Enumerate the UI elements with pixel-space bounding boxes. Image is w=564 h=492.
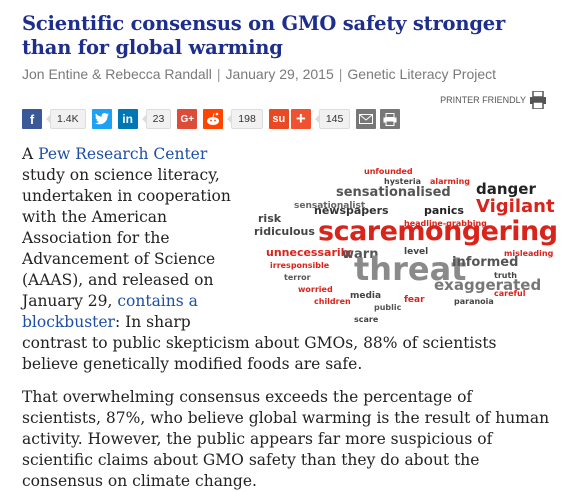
cloud-word: careful bbox=[494, 289, 526, 298]
cloud-word: media bbox=[350, 291, 381, 301]
printer-icon bbox=[530, 91, 546, 109]
text-run: study on science literacy, undertaken in… bbox=[22, 166, 231, 310]
pew-research-link[interactable]: Pew Research Center bbox=[38, 145, 208, 163]
word-cloud-image: sensationalised danger Vigilant newspape… bbox=[254, 167, 558, 324]
paragraph-1-continued: contrast to public skepticism about GMOs… bbox=[22, 334, 497, 373]
article-title: Scientific consensus on GMO safety stron… bbox=[22, 12, 506, 59]
facebook-icon[interactable]: f bbox=[22, 109, 42, 129]
cloud-word: Vigilant bbox=[476, 196, 555, 217]
byline-separator: | bbox=[338, 66, 343, 82]
cloud-word: newspapers bbox=[314, 204, 389, 217]
byline-site[interactable]: Genetic Literacy Project bbox=[347, 66, 497, 82]
cloud-word: panics bbox=[424, 204, 464, 217]
plus-count: 145 bbox=[314, 109, 351, 129]
cloud-word: headline-grabbing bbox=[404, 219, 487, 228]
cloud-word: hysteria bbox=[384, 177, 421, 186]
cloud-word: sensationalist bbox=[294, 201, 366, 211]
paragraph-2: That overwhelming consensus exceeds the … bbox=[22, 388, 550, 490]
cloud-word: worried bbox=[298, 285, 333, 294]
cloud-word: danger bbox=[476, 180, 536, 198]
print-glyph-icon bbox=[383, 112, 397, 126]
byline: Jon Entine & Rebecca Randall | January 29,… bbox=[22, 66, 554, 82]
linkedin-count: 23 bbox=[141, 109, 172, 129]
cloud-word: fear bbox=[404, 295, 425, 305]
contains-blockbuster-link[interactable]: contains a blockbuster bbox=[22, 292, 198, 331]
cloud-word: sensationalised bbox=[336, 185, 451, 200]
cloud-word: risk bbox=[258, 212, 282, 225]
paragraph-1: A Pew Research Center study on science l… bbox=[22, 144, 232, 333]
text-run: : In sharp bbox=[114, 313, 191, 331]
share-bar: f 1.4K in 23 G+ 198 su + 145 bbox=[22, 108, 554, 130]
cloud-word: warn bbox=[342, 247, 378, 262]
stumbleupon-icon[interactable]: su bbox=[268, 109, 289, 129]
paragraph-1-wrapped: A Pew Research Center study on science l… bbox=[22, 144, 232, 333]
cloud-word: terror bbox=[284, 273, 311, 282]
cloud-word: paranoia bbox=[454, 297, 494, 306]
byline-authors[interactable]: Jon Entine & Rebecca Randall bbox=[22, 66, 212, 82]
twitter-icon[interactable] bbox=[91, 109, 112, 129]
twitter-bird-icon bbox=[94, 113, 109, 125]
cloud-word: ridiculous bbox=[254, 225, 315, 238]
envelope-icon bbox=[359, 114, 374, 124]
cloud-word: informed bbox=[452, 255, 518, 270]
plus-share-icon[interactable]: + bbox=[290, 109, 311, 129]
cloud-word: public bbox=[374, 303, 402, 312]
byline-separator: | bbox=[216, 66, 221, 82]
text-run: A bbox=[22, 145, 39, 163]
cloud-word: unfounded bbox=[364, 167, 413, 176]
cloud-word: truth bbox=[494, 271, 517, 280]
cloud-word: unnecessarily bbox=[266, 246, 352, 259]
reddit-icon[interactable] bbox=[203, 109, 224, 129]
linkedin-icon[interactable]: in bbox=[117, 109, 138, 129]
cloud-word: misleading bbox=[504, 249, 554, 258]
reddit-alien-icon bbox=[207, 112, 220, 125]
print-icon[interactable] bbox=[380, 109, 401, 129]
article-body: sensationalised danger Vigilant newspape… bbox=[22, 144, 558, 492]
email-icon[interactable] bbox=[356, 109, 377, 129]
google-plus-icon[interactable]: G+ bbox=[177, 109, 198, 129]
printer-friendly-link[interactable]: PRINTER FRIENDLY bbox=[22, 90, 546, 110]
cloud-word: scare bbox=[354, 315, 379, 324]
cloud-word: alarming bbox=[430, 177, 470, 186]
cloud-word: level bbox=[404, 247, 428, 257]
reddit-count: 198 bbox=[227, 109, 263, 129]
cloud-word: scaremongering bbox=[318, 216, 558, 247]
byline-date: January 29, 2015 bbox=[225, 66, 334, 82]
cloud-word: irresponsible bbox=[270, 261, 330, 270]
cloud-word: children bbox=[314, 297, 351, 306]
facebook-count: 1.4K bbox=[46, 109, 86, 129]
cloud-word: exaggerated bbox=[434, 276, 541, 294]
cloud-word: threat bbox=[354, 250, 466, 288]
printer-friendly-label: PRINTER FRIENDLY bbox=[440, 95, 526, 105]
